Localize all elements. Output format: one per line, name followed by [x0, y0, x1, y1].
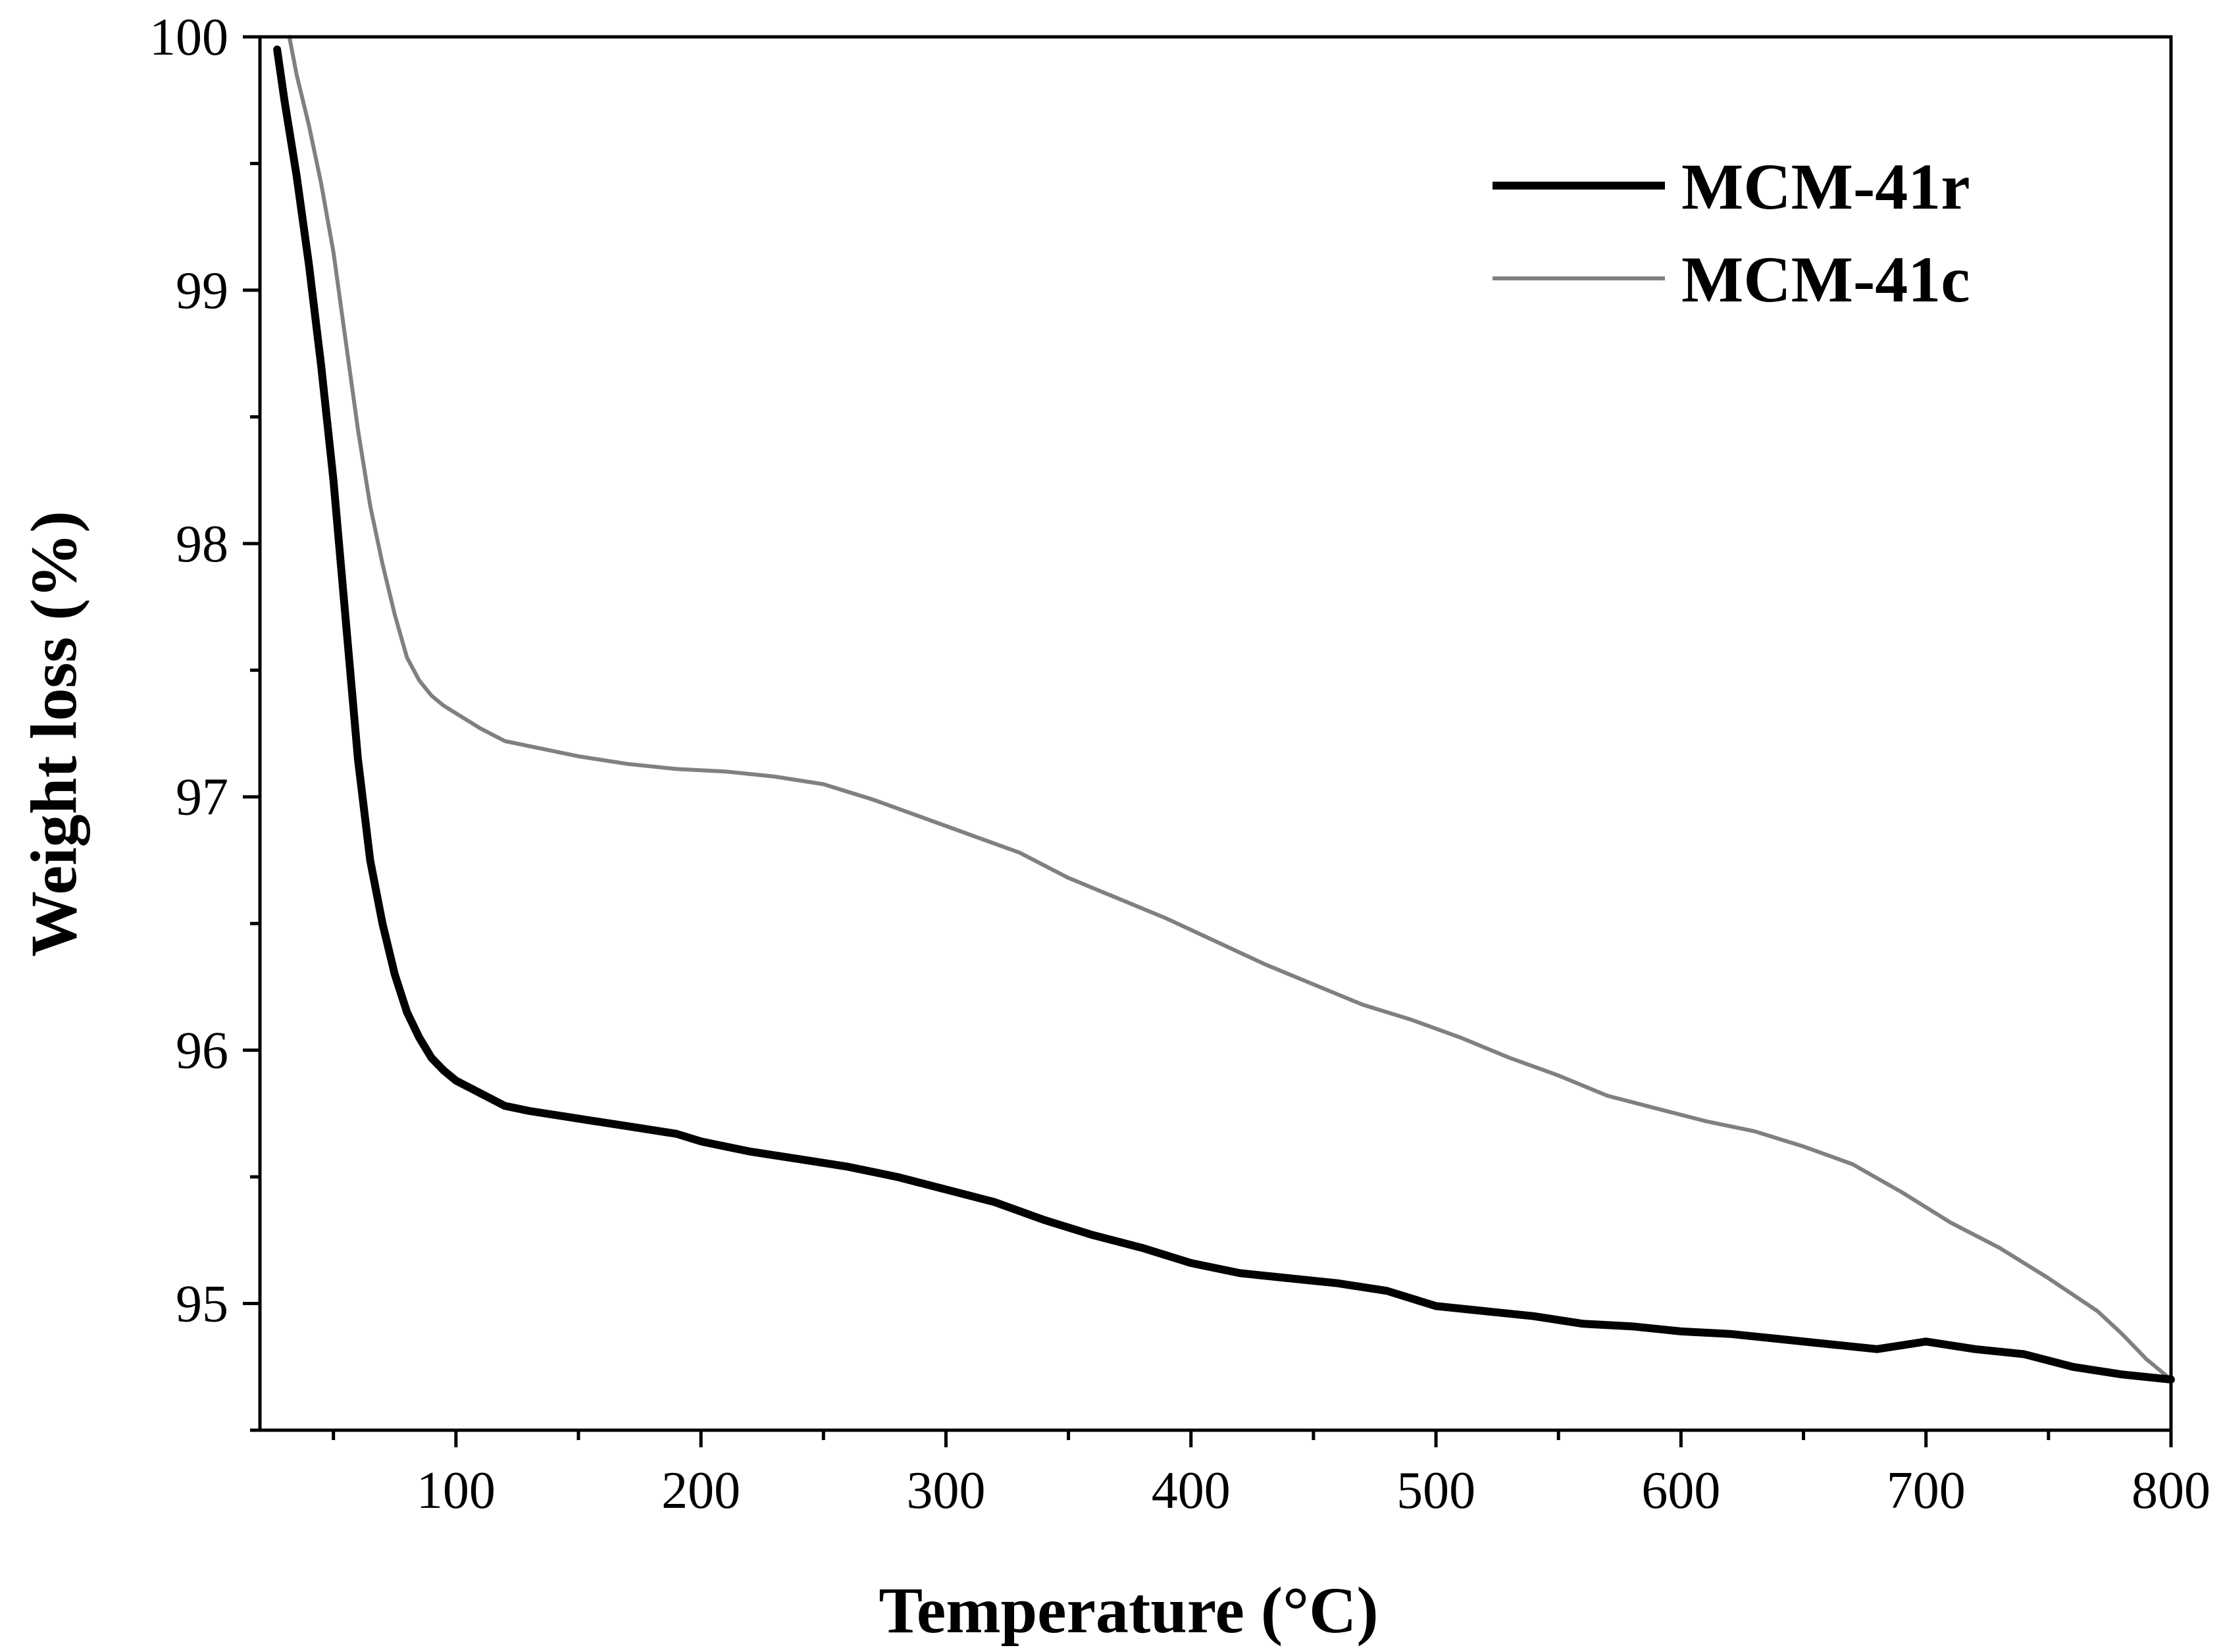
- legend-label-mcm-41r: MCM-41r: [1681, 150, 1970, 223]
- y-tick-label-100: 100: [149, 9, 228, 66]
- legend: MCM-41r MCM-41c: [1493, 150, 1970, 316]
- x-tick-label-400: 400: [1152, 1462, 1231, 1520]
- y-tick-label-97: 97: [176, 769, 228, 827]
- legend-label-mcm-41c: MCM-41c: [1681, 243, 1970, 316]
- x-tick-label-800: 800: [2132, 1462, 2210, 1520]
- x-axis-title: Temperature (°C): [879, 1574, 1378, 1647]
- y-tick-label-95: 95: [176, 1276, 228, 1333]
- x-tick-label-700: 700: [1887, 1462, 1966, 1520]
- y-tick-label-96: 96: [176, 1022, 228, 1080]
- x-tick-label-100: 100: [417, 1462, 496, 1520]
- x-tick-label-300: 300: [906, 1462, 985, 1520]
- x-tick-label-500: 500: [1396, 1462, 1475, 1520]
- series-layer: [273, 35, 2175, 1383]
- y-tick-label-98: 98: [176, 515, 228, 573]
- y-axis-ticks: 95 96 97 98 99 100: [149, 9, 260, 1432]
- series-line-mcm-41c: [287, 35, 2173, 1381]
- x-tick-label-600: 600: [1641, 1462, 1720, 1520]
- series-line-mcm-41r: [273, 45, 2175, 1383]
- x-axis-ticks: 100 200 300 400 500 600 700 800: [332, 1430, 2210, 1520]
- y-tick-label-99: 99: [176, 262, 228, 320]
- y-axis-title: Weight loss (%): [17, 511, 90, 957]
- x-tick-label-200: 200: [661, 1462, 740, 1520]
- plot-frame: [258, 35, 2173, 1432]
